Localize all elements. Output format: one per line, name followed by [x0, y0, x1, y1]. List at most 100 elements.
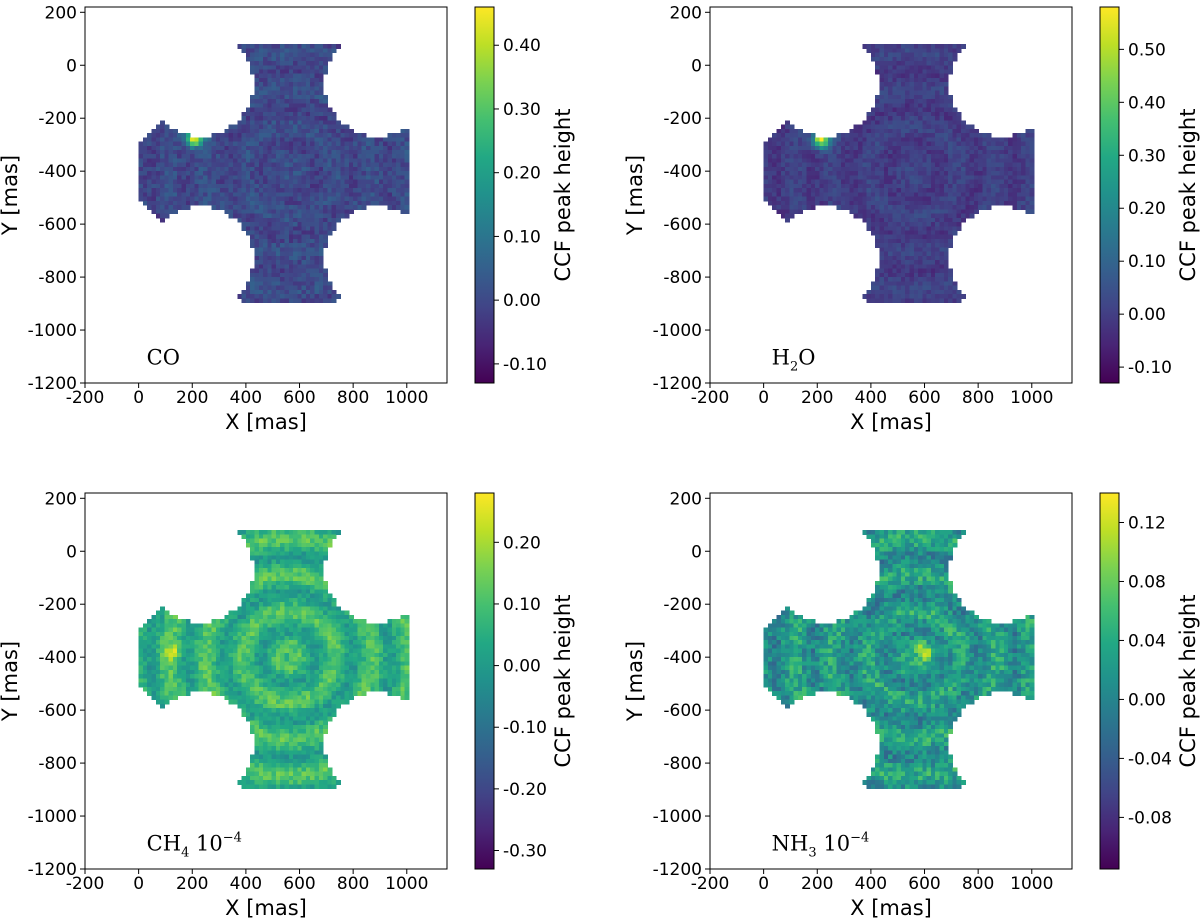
- heatmap-cell: [275, 606, 281, 612]
- heatmap-cell: [245, 217, 251, 223]
- heatmap-cell: [284, 145, 290, 151]
- heatmap-cell: [366, 175, 371, 181]
- heatmap-cell: [280, 175, 286, 181]
- heatmap-cell: [284, 166, 290, 172]
- heatmap-cell: [965, 124, 971, 130]
- heatmap-cell: [181, 657, 187, 663]
- heatmap-cell: [785, 128, 790, 134]
- heatmap-cell: [233, 200, 238, 206]
- heatmap-cell: [866, 171, 872, 177]
- heatmap-cell: [297, 86, 303, 92]
- heatmap-cell: [305, 44, 311, 49]
- heatmap-cell: [780, 128, 786, 134]
- heatmap-cell: [935, 69, 941, 75]
- heatmap-cell: [254, 179, 260, 185]
- heatmap-cell: [151, 635, 157, 641]
- heatmap-cell: [866, 289, 872, 295]
- heatmap-cell: [241, 640, 247, 646]
- heatmap-cell: [190, 196, 195, 202]
- heatmap-cell: [913, 255, 919, 261]
- heatmap-cell: [827, 196, 833, 202]
- heatmap-cell: [263, 209, 268, 215]
- heatmap-cell: [305, 124, 311, 130]
- heatmap-cell: [323, 94, 329, 100]
- heatmap-cell: [258, 614, 264, 620]
- heatmap-cell: [986, 183, 992, 189]
- heatmap-cell: [237, 179, 243, 185]
- heatmap-cell: [913, 222, 919, 227]
- heatmap-cell: [918, 86, 923, 92]
- heatmap-cell: [900, 277, 906, 282]
- heatmap-cell: [348, 162, 354, 168]
- heatmap-cell: [918, 52, 923, 58]
- heatmap-cell: [888, 149, 893, 155]
- heatmap-cell: [353, 141, 359, 147]
- heatmap-cell: [211, 200, 217, 206]
- heatmap-cell: [250, 268, 256, 274]
- heatmap-cell: [254, 103, 260, 109]
- heatmap-cell: [918, 264, 923, 270]
- heatmap-cell: [207, 188, 213, 193]
- heatmap-cell: [391, 137, 397, 143]
- heatmap-cell: [965, 183, 971, 189]
- heatmap-cell: [138, 644, 144, 650]
- heatmap-cell: [853, 200, 859, 206]
- heatmap-cell: [207, 141, 213, 147]
- heatmap-cell: [215, 674, 221, 679]
- heatmap-cell: [168, 657, 174, 663]
- heatmap-cell: [168, 179, 174, 185]
- heatmap-cell: [853, 162, 859, 168]
- heatmap-cell: [883, 99, 889, 104]
- heatmap-cell: [978, 141, 984, 147]
- heatmap-cell: [935, 99, 941, 104]
- heatmap-cell: [207, 648, 213, 654]
- heatmap-cell: [883, 188, 889, 193]
- heatmap-cell: [224, 158, 230, 164]
- heatmap-cell: [297, 285, 303, 291]
- heatmap-cell: [875, 209, 881, 215]
- heatmap-cell: [797, 154, 803, 160]
- heatmap-cell: [348, 175, 354, 181]
- heatmap-cell: [237, 648, 243, 654]
- heatmap-cell: [909, 111, 915, 117]
- heatmap-cell: [305, 56, 311, 62]
- heatmap-cell: [318, 166, 324, 172]
- heatmap-cell: [237, 213, 243, 219]
- heatmap-cell: [357, 149, 363, 155]
- heatmap-cell: [896, 183, 902, 189]
- heatmap-cell: [297, 200, 303, 206]
- heatmap-cell: [896, 175, 902, 181]
- heatmap-cell: [793, 175, 799, 181]
- heatmap-cell: [267, 703, 273, 709]
- heatmap-cell: [935, 238, 941, 244]
- heatmap-cell: [250, 534, 256, 540]
- heatmap-cell: [267, 65, 273, 71]
- heatmap-cell: [254, 606, 260, 612]
- heatmap-cell: [271, 652, 277, 658]
- heatmap-cell: [870, 188, 876, 193]
- heatmap-cell: [190, 631, 195, 637]
- heatmap-cell: [952, 213, 958, 219]
- heatmap-cell: [245, 124, 251, 130]
- heatmap-cell: [995, 141, 1001, 147]
- heatmap-cell: [905, 285, 911, 291]
- heatmap-cell: [905, 107, 911, 113]
- heatmap-cell: [391, 154, 397, 160]
- heatmap-cell: [892, 52, 898, 58]
- heatmap-cell: [293, 277, 298, 282]
- heatmap-cell: [155, 648, 161, 654]
- heatmap-cell: [263, 631, 268, 637]
- heatmap-cell: [353, 179, 359, 185]
- heatmap-cell: [228, 154, 234, 160]
- heatmap-cell: [926, 137, 932, 143]
- heatmap-cell: [263, 635, 268, 641]
- heatmap-cell: [245, 188, 251, 193]
- heatmap-cell: [905, 56, 911, 62]
- heatmap-cell: [241, 635, 247, 641]
- heatmap-cell: [190, 652, 195, 658]
- heatmap-cell: [263, 277, 268, 282]
- heatmap-cell: [1016, 179, 1022, 185]
- heatmap-cell: [271, 69, 277, 75]
- heatmap-cell: [142, 145, 148, 151]
- heatmap-cell: [267, 559, 273, 565]
